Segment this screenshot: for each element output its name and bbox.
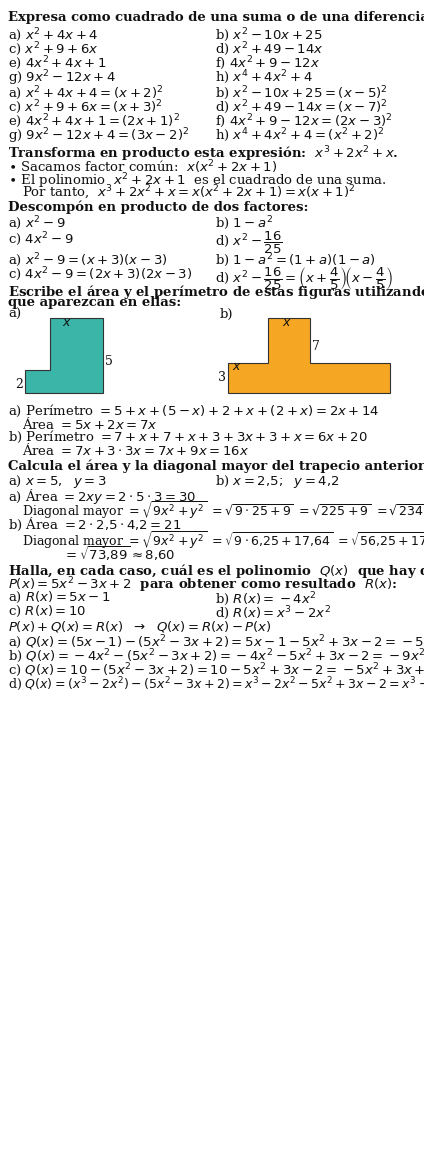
Text: b) $1 - a^2$: b) $1 - a^2$ xyxy=(215,214,273,231)
Text: d) $R(x) = x^3 - 2x^2$: d) $R(x) = x^3 - 2x^2$ xyxy=(215,604,331,622)
Text: $\bullet$ Sacamos factor común:  $x(x^2 + 2x + 1)$: $\bullet$ Sacamos factor común: $x(x^2 +… xyxy=(8,158,277,176)
Text: a) Perímetro $= 5 + x + (5 - x) + 2 + x + (2 + x) = 2x + 14$: a) Perímetro $= 5 + x + (5 - x) + 2 + x … xyxy=(8,403,379,419)
Text: $P(x) + Q(x) = R(x)\ \ \rightarrow\ \ Q(x) = R(x) - P(x)$: $P(x) + Q(x) = R(x)\ \ \rightarrow\ \ Q(… xyxy=(8,619,272,634)
Text: c) $Q(x) = 10 - (5x^2 - 3x + 2) = 10 - 5x^2 + 3x - 2 = -5x^2 + 3x + 8$: c) $Q(x) = 10 - (5x^2 - 3x + 2) = 10 - 5… xyxy=(8,661,424,679)
Text: a) $R(x) = 5x - 1$: a) $R(x) = 5x - 1$ xyxy=(8,590,111,605)
Polygon shape xyxy=(25,318,103,392)
Text: Descompón en producto de dos factores:: Descompón en producto de dos factores: xyxy=(8,200,309,213)
Text: g) $9x^2 - 12x + 4$: g) $9x^2 - 12x + 4$ xyxy=(8,68,116,87)
Text: a) $x^2 + 4x + 4$: a) $x^2 + 4x + 4$ xyxy=(8,26,98,44)
Text: 5: 5 xyxy=(105,355,113,368)
Text: Área $= 5x + 2x = 7x$: Área $= 5x + 2x = 7x$ xyxy=(22,416,158,432)
Text: Área $= 7x + 3 \cdot 3x = 7x + 9x = 16x$: Área $= 7x + 3 \cdot 3x = 7x + 9x = 16x$ xyxy=(22,442,249,458)
Text: c) $R(x) = 10$: c) $R(x) = 10$ xyxy=(8,604,86,619)
Text: c) $4x^2 - 9$: c) $4x^2 - 9$ xyxy=(8,230,74,247)
Text: a) $x^2 + 4x + 4 = (x + 2)^2$: a) $x^2 + 4x + 4 = (x + 2)^2$ xyxy=(8,84,163,101)
Text: 2: 2 xyxy=(15,378,23,391)
Text: b) $x^2 - 10x + 25 = (x - 5)^2$: b) $x^2 - 10x + 25 = (x - 5)^2$ xyxy=(215,84,388,101)
Text: Expresa como cuadrado de una suma o de una diferencia:: Expresa como cuadrado de una suma o de u… xyxy=(8,12,424,24)
Text: $P(x) = 5x^2 - 3x + 2$  para obtener como resultado  $R(x)$:: $P(x) = 5x^2 - 3x + 2$ para obtener como… xyxy=(8,576,397,595)
Text: $x$: $x$ xyxy=(62,317,72,329)
Text: $\bullet$ El polinomio  $x^2 + 2x + 1$  es el cuadrado de una suma.: $\bullet$ El polinomio $x^2 + 2x + 1$ es… xyxy=(8,171,387,191)
Text: que aparezcan en ellas:: que aparezcan en ellas: xyxy=(8,296,181,308)
Text: Escribe el área y el perímetro de estas figuras utilizando la  $x$  y los número: Escribe el área y el perímetro de estas … xyxy=(8,283,424,302)
Text: b) $1 - a^2 = (1 + a)(1 - a)$: b) $1 - a^2 = (1 + a)(1 - a)$ xyxy=(215,251,376,268)
Text: a) $Q(x) = (5x - 1) - (5x^2 - 3x + 2) = 5x - 1 - 5x^2 + 3x - 2 = -5x^2 + 8x - 3$: a) $Q(x) = (5x - 1) - (5x^2 - 3x + 2) = … xyxy=(8,633,424,650)
Text: d) $x^2 + 49 - 14x$: d) $x^2 + 49 - 14x$ xyxy=(215,40,324,58)
Text: h) $x^4 + 4x^2 + 4 = (x^2 + 2)^2$: h) $x^4 + 4x^2 + 4 = (x^2 + 2)^2$ xyxy=(215,125,385,144)
Text: b) $R(x) = -4x^2$: b) $R(x) = -4x^2$ xyxy=(215,590,317,608)
Text: a): a) xyxy=(8,308,21,321)
Text: a) $x^2 - 9 = (x + 3)(x - 3)$: a) $x^2 - 9 = (x + 3)(x - 3)$ xyxy=(8,251,167,268)
Text: Halla, en cada caso, cuál es el polinomio  $Q(x)$  que hay que sumar a: Halla, en cada caso, cuál es el polinomi… xyxy=(8,562,424,580)
Text: f) $4x^2 + 9 - 12x = (2x - 3)^2$: f) $4x^2 + 9 - 12x = (2x - 3)^2$ xyxy=(215,112,393,130)
Text: b): b) xyxy=(220,308,234,321)
Text: f) $4x^2 + 9 - 12x$: f) $4x^2 + 9 - 12x$ xyxy=(215,54,320,71)
Text: Diagonal mayor $= \sqrt{9x^2+y^2}\ = \sqrt{9 \cdot 25+9}\ = \sqrt{225+9}\ = \sqr: Diagonal mayor $= \sqrt{9x^2+y^2}\ = \sq… xyxy=(22,500,424,523)
Text: c) $x^2 + 9 + 6x$: c) $x^2 + 9 + 6x$ xyxy=(8,40,99,58)
Text: d) $x^2 + 49 - 14x = (x - 7)^2$: d) $x^2 + 49 - 14x = (x - 7)^2$ xyxy=(215,98,388,116)
Polygon shape xyxy=(228,318,390,392)
Text: a) Área $= 2xy = 2 \cdot 5 \cdot 3 = 30$: a) Área $= 2xy = 2 \cdot 5 \cdot 3 = 30$ xyxy=(8,487,196,506)
Text: b) Área $= 2 \cdot 2{,}5 \cdot 4{,}2 = 21$: b) Área $= 2 \cdot 2{,}5 \cdot 4{,}2 = 2… xyxy=(8,516,181,533)
Text: e) $4x^2 + 4x + 1 = (2x + 1)^2$: e) $4x^2 + 4x + 1 = (2x + 1)^2$ xyxy=(8,112,180,130)
Text: d) $x^2 - \dfrac{16}{25} = \left(x + \dfrac{4}{5}\right)\!\left(x - \dfrac{4}{5}: d) $x^2 - \dfrac{16}{25} = \left(x + \df… xyxy=(215,265,393,292)
Text: a) $x^2 - 9$: a) $x^2 - 9$ xyxy=(8,214,66,231)
Text: Transforma en producto esta expresión:  $x^3 + 2x^2 + x$.: Transforma en producto esta expresión: $… xyxy=(8,144,399,163)
Text: b) Perímetro $= 7 + x + 7 + x + 3 + 3x + 3 + x = 6x + 20$: b) Perímetro $= 7 + x + 7 + x + 3 + 3x +… xyxy=(8,429,368,445)
Text: b) $Q(x) = -4x^2 - (5x^2 - 3x + 2) = -4x^2 - 5x^2 + 3x - 2 = -9x^2 + 3x - 2$: b) $Q(x) = -4x^2 - (5x^2 - 3x + 2) = -4x… xyxy=(8,647,424,664)
Text: a) $x = 5,\ \ y = 3$: a) $x = 5,\ \ y = 3$ xyxy=(8,473,107,490)
Text: 7: 7 xyxy=(312,340,320,353)
Text: $= \sqrt{73{,}89} \approx 8{,}60$: $= \sqrt{73{,}89} \approx 8{,}60$ xyxy=(63,544,175,563)
Text: b) $x^2 - 10x + 25$: b) $x^2 - 10x + 25$ xyxy=(215,26,323,44)
Text: $x$: $x$ xyxy=(282,317,292,329)
Text: Calcula el área y la diagonal mayor del trapecio anterior en estos casos:: Calcula el área y la diagonal mayor del … xyxy=(8,459,424,473)
Text: Por tanto,  $x^3 + 2x^2 + x = x(x^2 + 2x + 1) = x(x + 1)^2$: Por tanto, $x^3 + 2x^2 + x = x(x^2 + 2x … xyxy=(22,184,356,203)
Text: d) $Q(x) = (x^3 - 2x^2) - (5x^2 - 3x + 2) = x^3 - 2x^2 - 5x^2 + 3x - 2 = x^3 - 7: d) $Q(x) = (x^3 - 2x^2) - (5x^2 - 3x + 2… xyxy=(8,674,424,693)
Text: Diagonal mayor $= \sqrt{9x^2+y^2}\ = \sqrt{9 \cdot 6{,}25+17{,}64}\ = \sqrt{56{,: Diagonal mayor $= \sqrt{9x^2+y^2}\ = \sq… xyxy=(22,529,424,552)
Text: c) $x^2 + 9 + 6x = (x + 3)^2$: c) $x^2 + 9 + 6x = (x + 3)^2$ xyxy=(8,98,163,116)
Text: h) $x^4 + 4x^2 + 4$: h) $x^4 + 4x^2 + 4$ xyxy=(215,68,313,85)
Text: e) $4x^2 + 4x + 1$: e) $4x^2 + 4x + 1$ xyxy=(8,54,106,71)
Text: b) $x = 2{,}5;\ \ y = 4{,}2$: b) $x = 2{,}5;\ \ y = 4{,}2$ xyxy=(215,473,340,490)
Text: d) $x^2 - \dfrac{16}{25}$: d) $x^2 - \dfrac{16}{25}$ xyxy=(215,230,283,257)
Text: g) $9x^2 - 12x + 4 = (3x - 2)^2$: g) $9x^2 - 12x + 4 = (3x - 2)^2$ xyxy=(8,125,189,145)
Text: $x$: $x$ xyxy=(232,360,242,373)
Text: c) $4x^2 - 9 = (2x + 3)(2x - 3)$: c) $4x^2 - 9 = (2x + 3)(2x - 3)$ xyxy=(8,265,192,283)
Text: 3: 3 xyxy=(218,371,226,384)
